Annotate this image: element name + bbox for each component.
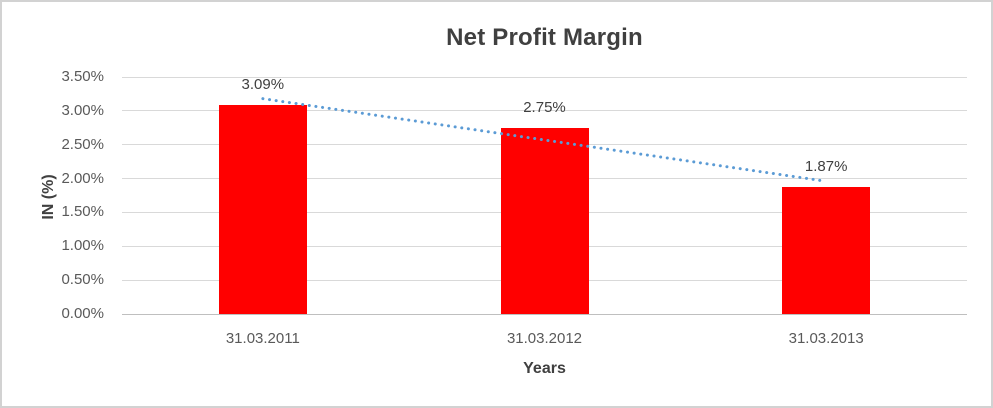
y-tick-label: 0.00%	[61, 305, 104, 322]
trendline	[261, 97, 828, 183]
x-axis-title: Years	[523, 360, 566, 377]
y-tick-label: 3.00%	[61, 101, 104, 119]
y-tick-label: 1.00%	[61, 237, 104, 255]
x-tick-label: 31.03.2013	[788, 330, 864, 347]
y-tick-label: 1.50%	[61, 203, 104, 221]
bar-value-label: 3.09%	[241, 75, 285, 93]
bar-value-label: 2.75%	[523, 98, 566, 116]
y-tick-label: 3.50%	[61, 68, 104, 85]
y-tick-label: 2.50%	[61, 135, 104, 153]
y-tick-label: 2.00%	[61, 169, 104, 187]
bar-31.03.2011	[218, 104, 307, 314]
y-gridline	[122, 76, 967, 78]
y-tick-label: 0.50%	[61, 271, 104, 289]
x-tick-label: 31.03.2012	[506, 330, 583, 347]
bar-value-label: 1.87%	[804, 158, 848, 176]
chart-title: Net Profit Margin	[446, 24, 643, 51]
y-gridline	[122, 110, 967, 112]
bar-31.03.2013	[782, 187, 871, 314]
bar-31.03.2012	[500, 127, 589, 314]
x-axis-line	[122, 313, 967, 315]
plot-area	[122, 76, 967, 315]
x-tick-label: 31.03.2011	[225, 330, 300, 347]
